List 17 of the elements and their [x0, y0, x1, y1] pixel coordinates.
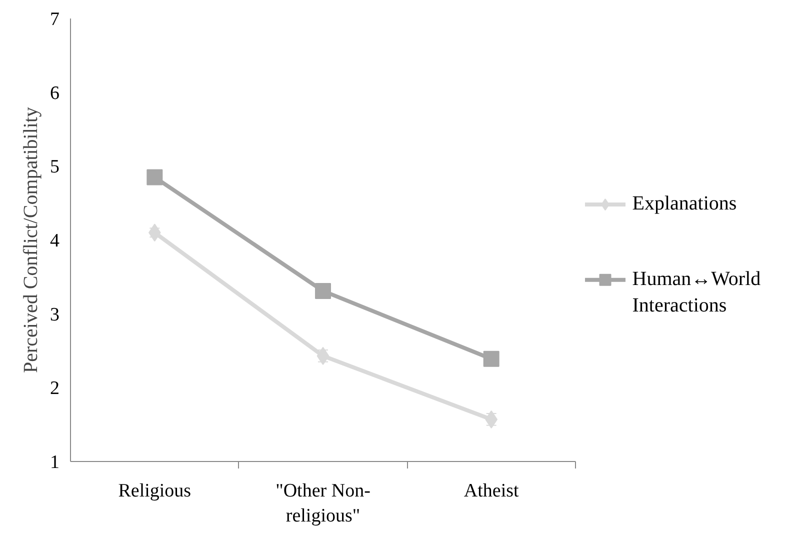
- y-tick-label: 3: [50, 304, 60, 326]
- x-tick-label: "Other Non- religious": [276, 480, 370, 527]
- point: [316, 346, 330, 365]
- legend-label: Explanations: [632, 192, 737, 215]
- y-tick-label: 5: [50, 156, 60, 178]
- point: [315, 282, 331, 299]
- y-tick-label: 1: [50, 452, 60, 473]
- point: [483, 350, 500, 367]
- y-axis-title: Perceived Conflict/Compatibility: [20, 106, 42, 374]
- x-tick-label: Atheist: [464, 480, 520, 502]
- x-tick-label: Religious: [118, 480, 192, 502]
- y-tick-label: 7: [50, 9, 60, 30]
- y-tick-label: 4: [50, 230, 60, 252]
- point: [146, 169, 163, 186]
- legend-label: Human↔World Interactions: [632, 268, 761, 316]
- y-tick-label: 2: [50, 378, 60, 400]
- y-tick-label: 6: [50, 82, 60, 104]
